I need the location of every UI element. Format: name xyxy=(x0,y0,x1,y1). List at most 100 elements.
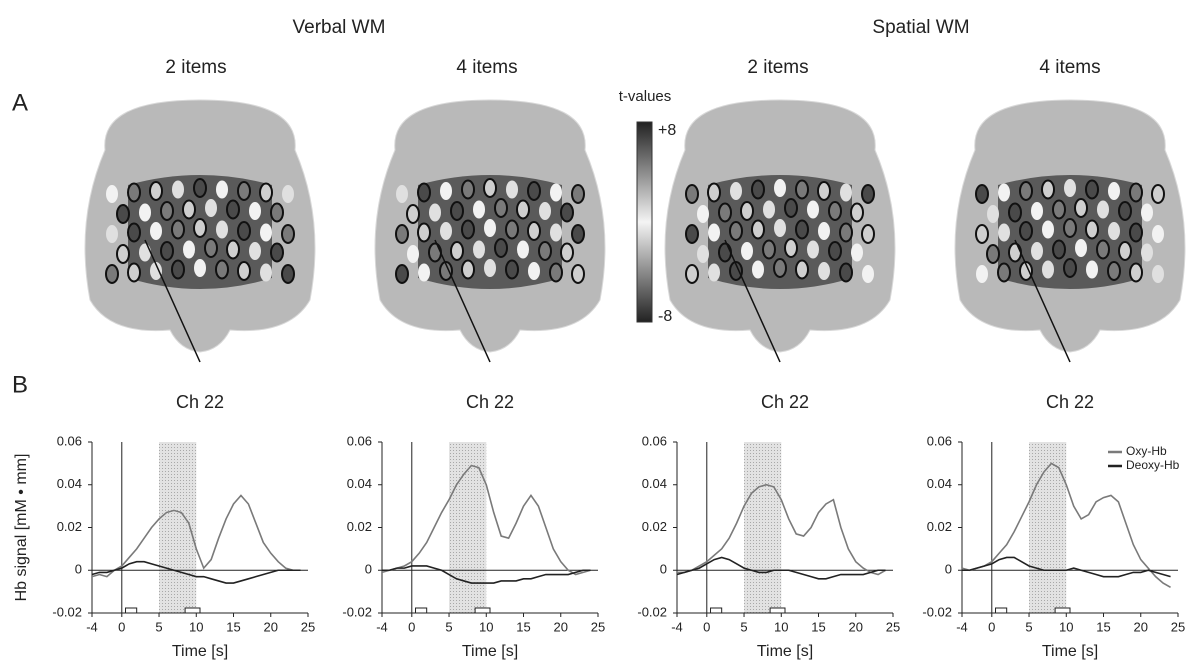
channel xyxy=(784,238,798,258)
channel xyxy=(270,202,284,223)
stimulus-window xyxy=(744,442,782,613)
x-tick-label: 5 xyxy=(445,619,452,634)
channel xyxy=(549,262,563,283)
channel xyxy=(741,242,753,260)
channel xyxy=(850,202,864,223)
channel xyxy=(1019,181,1033,201)
channel xyxy=(282,185,294,203)
x-tick-label: 10 xyxy=(1059,619,1073,634)
channel xyxy=(795,259,809,280)
channel xyxy=(1041,179,1055,200)
series-line xyxy=(381,464,591,576)
channel xyxy=(828,241,842,261)
channel xyxy=(171,219,185,240)
x-tick-label: 15 xyxy=(1096,619,1110,634)
x-tick-label: 5 xyxy=(1025,619,1032,634)
colorbar-title: t-values xyxy=(619,88,672,105)
y-tick-label: -0.02 xyxy=(922,604,952,619)
channel xyxy=(506,180,518,199)
x-tick-label: 25 xyxy=(886,619,900,634)
x-tick-label: 25 xyxy=(301,619,315,634)
channel xyxy=(975,184,989,204)
channel xyxy=(729,221,743,241)
channel xyxy=(216,220,228,239)
condition-label: 4 items xyxy=(456,57,517,78)
channel xyxy=(395,264,409,284)
y-tick-label: -0.02 xyxy=(637,604,667,619)
channel xyxy=(762,239,776,260)
channel xyxy=(550,183,562,202)
channel xyxy=(1141,203,1153,222)
y-tick-label: 0.02 xyxy=(347,519,372,534)
y-tick-label: 0 xyxy=(660,562,667,577)
channel xyxy=(697,245,709,263)
event-box xyxy=(125,607,138,614)
series-line xyxy=(676,556,886,580)
channel xyxy=(139,203,151,222)
channel xyxy=(527,181,541,201)
channel xyxy=(484,259,496,277)
channel xyxy=(417,182,431,203)
x-tick-label: 10 xyxy=(189,619,203,634)
channel xyxy=(270,242,284,263)
channel xyxy=(839,262,853,283)
channel xyxy=(205,199,217,217)
channel xyxy=(751,219,765,240)
channel xyxy=(538,241,552,261)
channel xyxy=(193,178,207,198)
series-line xyxy=(91,494,301,578)
channel xyxy=(260,263,272,282)
x-axis-label: Time [s] xyxy=(757,643,813,660)
channel xyxy=(773,258,787,278)
channel xyxy=(1129,262,1143,283)
channel xyxy=(560,202,574,223)
channel xyxy=(708,223,720,242)
colorbar-label: +8 xyxy=(658,122,676,139)
channel xyxy=(194,259,206,277)
channel xyxy=(1085,219,1099,240)
channel xyxy=(1042,220,1054,239)
channel xyxy=(527,221,541,241)
channel xyxy=(740,201,754,221)
channel xyxy=(1107,261,1121,281)
channel xyxy=(1031,202,1043,220)
channel xyxy=(1129,182,1143,203)
channel xyxy=(106,185,118,203)
event-box xyxy=(769,607,786,614)
event-box xyxy=(710,607,723,614)
callout-line xyxy=(144,239,201,363)
channel xyxy=(116,244,130,264)
channel xyxy=(774,219,786,237)
channel xyxy=(1063,218,1077,238)
channel xyxy=(839,222,853,243)
x-tick-label: 15 xyxy=(811,619,825,634)
channel xyxy=(1108,222,1120,240)
x-tick-label: 20 xyxy=(1134,619,1148,634)
channel xyxy=(1042,260,1054,279)
channel xyxy=(406,204,420,224)
channel xyxy=(707,182,721,203)
x-tick-label: 5 xyxy=(155,619,162,634)
channel xyxy=(1019,221,1033,241)
channel xyxy=(539,202,551,220)
channel xyxy=(494,238,508,258)
y-tick-label: 0.02 xyxy=(927,519,952,534)
y-tick-label: 0.06 xyxy=(57,433,82,448)
channel xyxy=(975,224,989,244)
channel xyxy=(150,222,162,240)
chart-title: Ch 22 xyxy=(466,392,514,412)
channel xyxy=(150,262,162,280)
x-tick-label: 15 xyxy=(226,619,240,634)
channel xyxy=(818,262,830,280)
channel xyxy=(1118,241,1132,261)
channel xyxy=(483,178,497,198)
panel-label: B xyxy=(12,371,28,398)
x-tick-label: 10 xyxy=(774,619,788,634)
series-line xyxy=(91,560,301,584)
channel xyxy=(862,265,874,283)
x-tick-label: 15 xyxy=(516,619,530,634)
channel xyxy=(473,240,485,259)
channel xyxy=(840,183,852,202)
